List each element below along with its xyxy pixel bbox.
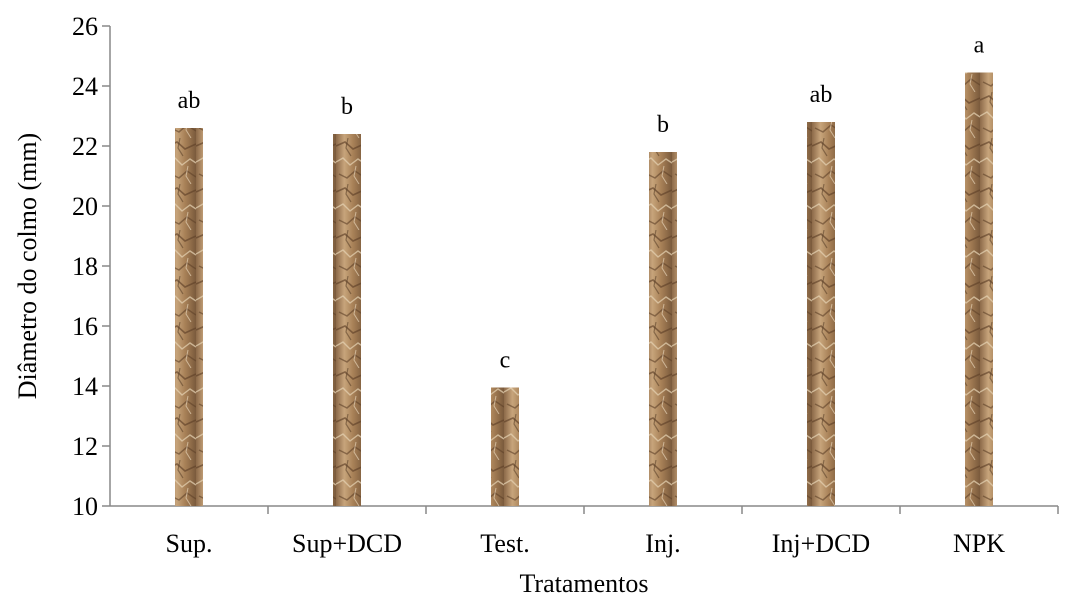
y-tick-label: 24 — [72, 72, 98, 101]
bar — [175, 128, 203, 506]
significance-label: ab — [810, 82, 833, 108]
y-tick-label: 26 — [72, 12, 98, 41]
y-tick-label: 20 — [72, 192, 98, 221]
x-tick-label: Inj. — [645, 529, 680, 558]
y-axis-title: Diâmetro do colmo (mm) — [13, 133, 42, 399]
y-tick-label: 18 — [72, 252, 98, 281]
x-tick-label: Test. — [480, 529, 529, 558]
x-axis-title: Tratamentos — [519, 569, 648, 598]
x-tick-label: NPK — [953, 529, 1005, 558]
significance-label: b — [657, 112, 669, 138]
y-tick-label: 16 — [72, 312, 98, 341]
y-tick-label: 14 — [72, 372, 98, 401]
x-tick-label: Inj+DCD — [772, 529, 870, 558]
x-tick-label: Sup+DCD — [292, 529, 402, 558]
significance-label: ab — [178, 88, 201, 114]
bar — [649, 152, 677, 506]
y-tick-label: 22 — [72, 132, 98, 161]
y-tick-label: 10 — [72, 492, 98, 521]
significance-label: c — [500, 348, 511, 374]
significance-labels: ab b c b ab a — [178, 33, 985, 374]
significance-label: a — [974, 33, 985, 59]
bar — [807, 122, 835, 506]
significance-label: b — [341, 94, 353, 120]
bar-series — [175, 72, 993, 506]
bar — [965, 72, 993, 506]
bar — [333, 134, 361, 506]
y-axis-ticks: 10 12 14 16 18 20 22 24 26 — [72, 12, 110, 521]
x-tick-label: Sup. — [166, 529, 213, 558]
bar — [491, 387, 519, 506]
x-axis-ticks: Sup. Sup+DCD Test. Inj. Inj+DCD NPK — [166, 506, 1059, 558]
y-tick-label: 12 — [72, 432, 98, 461]
